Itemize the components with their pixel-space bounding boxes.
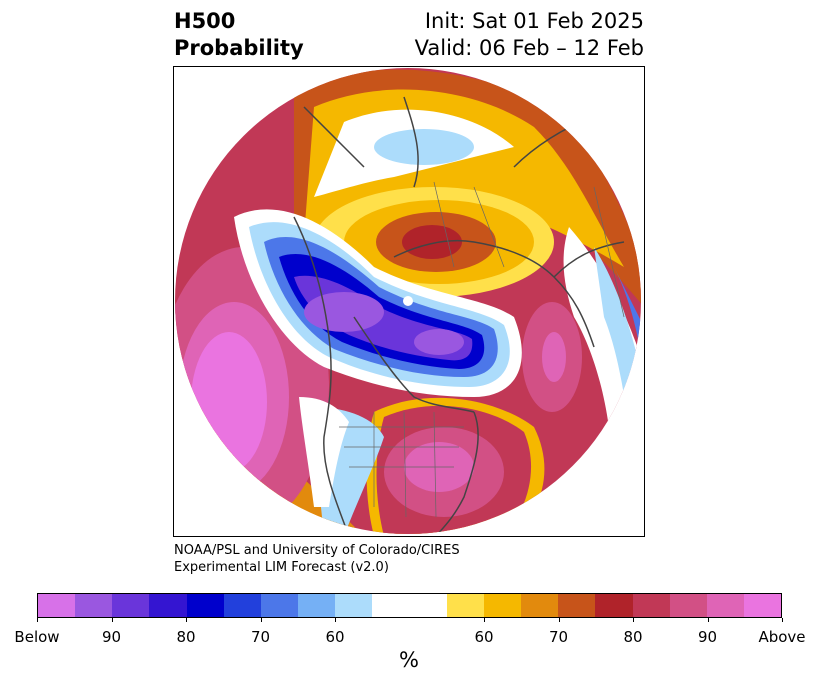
colorbar-tick-mark bbox=[111, 618, 113, 622]
borders bbox=[339, 181, 625, 518]
colorbar-tick-label: Above bbox=[758, 628, 806, 646]
colorbar-unit: % bbox=[399, 648, 419, 672]
field-pacific-core bbox=[191, 332, 267, 472]
field-type: Probability bbox=[174, 36, 304, 60]
colorbar-segment bbox=[112, 594, 150, 617]
colorbar-tick-mark bbox=[633, 618, 634, 622]
colorbar-segment bbox=[298, 594, 336, 617]
field-trough-core bbox=[304, 292, 384, 332]
colorbar-segment bbox=[38, 594, 76, 617]
field-north-lightblue bbox=[374, 129, 474, 165]
title-right: Init: Sat 01 Feb 2025 Valid: 06 Feb – 12… bbox=[415, 8, 644, 62]
colorbar-segment bbox=[260, 594, 299, 617]
title-left: H500 Probability bbox=[174, 8, 304, 62]
valid-range: Valid: 06 Feb – 12 Feb bbox=[414, 36, 644, 60]
colorbar-segment bbox=[335, 594, 373, 617]
colorbar-segment bbox=[558, 594, 596, 617]
colorbar-tick-mark bbox=[484, 618, 485, 622]
credit-line1: NOAA/PSL and University of Colorado/CIRE… bbox=[174, 543, 460, 558]
field-trough-core2 bbox=[414, 329, 464, 355]
colorbar-tick-mark bbox=[37, 618, 38, 622]
probability-field bbox=[175, 68, 641, 534]
forecast-map bbox=[173, 66, 645, 537]
colorbar-segment bbox=[706, 594, 744, 617]
colorbar-tick-mark bbox=[707, 618, 709, 622]
colorbar-segment bbox=[446, 594, 484, 617]
colorbar-tick-mark bbox=[782, 618, 783, 622]
colorbar-segment bbox=[483, 594, 522, 617]
pole-marker bbox=[403, 296, 413, 306]
field-atlantic-core bbox=[542, 332, 566, 382]
colorbar-segment bbox=[223, 594, 261, 617]
field-name: H500 bbox=[174, 9, 236, 33]
colorbar-tick-label: 60 bbox=[474, 628, 494, 646]
colorbar-tick-mark bbox=[558, 618, 560, 622]
colorbar-segment bbox=[669, 594, 707, 617]
colorbar-segment bbox=[743, 594, 782, 617]
colorbar-tick-mark bbox=[260, 618, 262, 622]
colorbar-tick-mark bbox=[186, 618, 187, 622]
colorbar-segment bbox=[75, 594, 113, 617]
colorbar-segment bbox=[186, 594, 224, 617]
credit: NOAA/PSL and University of Colorado/CIRE… bbox=[174, 542, 460, 576]
colorbar-tick-label: 80 bbox=[623, 628, 643, 646]
field-east-blue bbox=[614, 267, 641, 397]
colorbar-tick-mark bbox=[335, 618, 336, 622]
colorbar-segment bbox=[632, 594, 670, 617]
colorbar-segment bbox=[409, 594, 447, 617]
field-polar-red bbox=[402, 225, 462, 259]
colorbar-tick-label: 90 bbox=[697, 628, 718, 646]
colorbar-segment bbox=[521, 594, 559, 617]
colorbar-segment bbox=[595, 594, 633, 617]
colorbar-segment bbox=[149, 594, 187, 617]
colorbar bbox=[37, 593, 782, 618]
colorbar-tick-label: Below bbox=[14, 628, 60, 646]
colorbar-tick-label: 80 bbox=[176, 628, 196, 646]
colorbar-tick-label: 60 bbox=[325, 628, 345, 646]
coastlines bbox=[293, 96, 625, 534]
map-svg bbox=[175, 68, 641, 534]
colorbar-segment bbox=[372, 594, 410, 617]
colorbar-tick-label: 90 bbox=[101, 628, 122, 646]
colorbar-tick-label: 70 bbox=[548, 628, 569, 646]
init-date: Init: Sat 01 Feb 2025 bbox=[424, 9, 644, 33]
colorbar-tick-label: 70 bbox=[250, 628, 271, 646]
credit-line2: Experimental LIM Forecast (v2.0) bbox=[174, 560, 389, 575]
